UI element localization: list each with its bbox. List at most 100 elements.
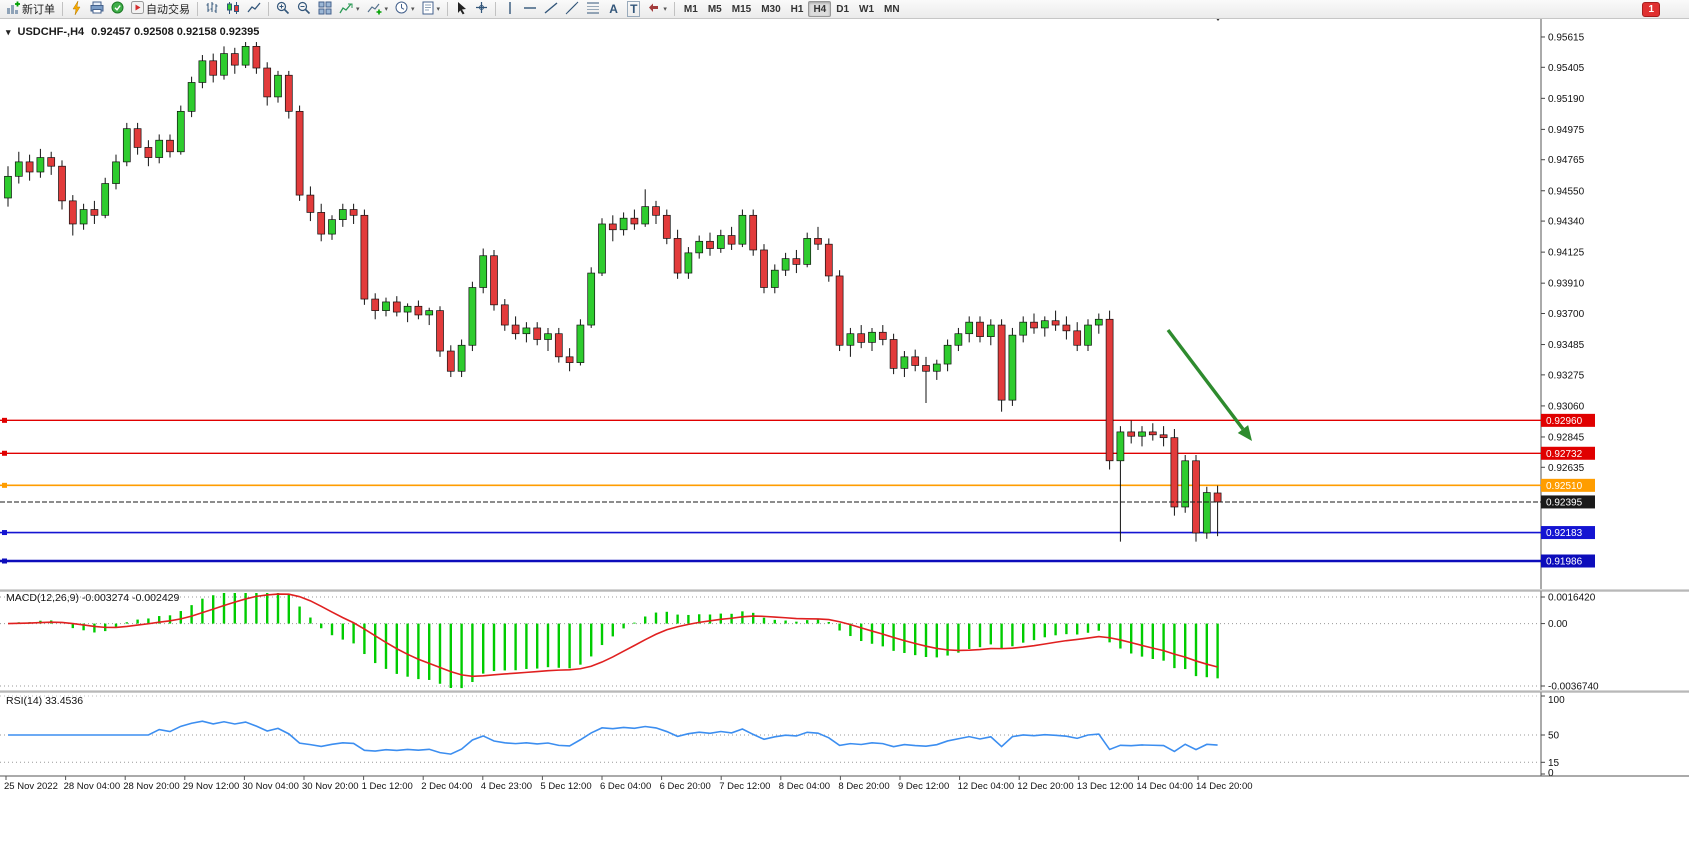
svg-text:0.94550: 0.94550 — [1548, 186, 1585, 197]
toolbar-separator — [447, 2, 449, 16]
rsi-label: RSI(14) 33.4536 — [6, 695, 84, 707]
cursor-icon — [456, 1, 468, 18]
timeframe-h4-button[interactable]: H4 — [808, 1, 832, 17]
svg-text:0.95615: 0.95615 — [1548, 32, 1585, 43]
svg-text:9 Dec 12:00: 9 Dec 12:00 — [898, 781, 949, 792]
trendline-button[interactable] — [541, 1, 561, 18]
zoom-in-button[interactable] — [273, 1, 293, 18]
svg-text:0.93275: 0.93275 — [1548, 370, 1585, 381]
timeframe-w1-button[interactable]: W1 — [854, 1, 879, 17]
svg-text:29 Nov 12:00: 29 Nov 12:00 — [183, 781, 240, 792]
timeframe-mn-button[interactable]: MN — [879, 1, 905, 17]
svg-text:12 Dec 04:00: 12 Dec 04:00 — [958, 781, 1015, 792]
timeframe-m30-button[interactable]: M30 — [756, 1, 785, 17]
templates-icon — [422, 1, 434, 18]
text-label-t-icon: T — [627, 1, 641, 17]
crosshair-button[interactable] — [472, 1, 491, 18]
svg-text:0.95405: 0.95405 — [1548, 63, 1585, 74]
svg-text:8 Dec 04:00: 8 Dec 04:00 — [779, 781, 830, 792]
svg-text:0.93485: 0.93485 — [1548, 340, 1585, 351]
svg-text:30 Nov 04:00: 30 Nov 04:00 — [242, 781, 299, 792]
macd-label: MACD(12,26,9) -0.003274 -0.002429 — [6, 592, 180, 604]
timeframe-m5-button[interactable]: M5 — [703, 1, 727, 17]
svg-text:4 Dec 23:00: 4 Dec 23:00 — [481, 781, 532, 792]
tile-windows-icon — [318, 1, 332, 18]
svg-text:0.92732: 0.92732 — [1546, 449, 1583, 460]
timeframe-m15-button[interactable]: M15 — [727, 1, 756, 17]
toolbar-separator — [673, 2, 675, 16]
print-button[interactable] — [87, 1, 107, 18]
svg-text:13 Dec 12:00: 13 Dec 12:00 — [1077, 781, 1134, 792]
candlestick-chart-button[interactable] — [223, 1, 243, 18]
svg-text:8 Dec 20:00: 8 Dec 20:00 — [838, 781, 889, 792]
svg-text:28 Nov 20:00: 28 Nov 20:00 — [123, 781, 180, 792]
horizontal-line-icon — [523, 3, 537, 16]
templates-button[interactable]: ▾ — [419, 1, 444, 18]
svg-text:0.94975: 0.94975 — [1548, 125, 1585, 136]
timeframe-m1-button[interactable]: M1 — [679, 1, 703, 17]
timeframe-d1-button[interactable]: D1 — [831, 1, 854, 17]
svg-text:50: 50 — [1548, 731, 1560, 742]
fibonacci-button[interactable] — [583, 1, 603, 18]
zoom-out-button[interactable] — [294, 1, 314, 18]
add-indicator-button[interactable]: ▾ — [364, 1, 392, 18]
svg-text:0.92510: 0.92510 — [1546, 481, 1583, 492]
timeframe-h1-button[interactable]: H1 — [786, 1, 809, 17]
horizontal-line-button[interactable] — [520, 1, 540, 18]
autotrading-label: 自动交易 — [146, 4, 190, 16]
one-click-trading-arrow-icon[interactable]: ▾ — [6, 26, 11, 37]
tile-windows-button[interactable] — [315, 1, 335, 18]
bar-chart-button[interactable] — [202, 1, 222, 18]
line-chart-icon — [247, 1, 261, 18]
toolbar-separator — [495, 2, 497, 16]
svg-text:0.93700: 0.93700 — [1548, 309, 1585, 320]
candlestick-chart-icon — [226, 1, 240, 18]
svg-text:0.00: 0.00 — [1548, 619, 1568, 630]
channel-button[interactable] — [562, 1, 582, 18]
refresh-icon — [111, 1, 124, 17]
svg-text:0.92845: 0.92845 — [1548, 432, 1585, 443]
notification-badge[interactable]: 1 — [1642, 1, 1660, 17]
svg-text:0.94125: 0.94125 — [1548, 248, 1585, 259]
periods-dropdown-icon: ▾ — [411, 5, 415, 13]
indicators-button[interactable]: ▾ — [336, 1, 363, 18]
templates-dropdown-icon: ▾ — [436, 5, 441, 13]
svg-text:28 Nov 04:00: 28 Nov 04:00 — [64, 781, 121, 792]
svg-text:12 Dec 20:00: 12 Dec 20:00 — [1017, 781, 1074, 792]
line-chart-button[interactable] — [244, 1, 264, 18]
refresh-button[interactable] — [108, 1, 127, 18]
zoom-out-icon — [297, 1, 311, 18]
svg-text:0.95190: 0.95190 — [1548, 94, 1585, 105]
text-button[interactable]: A — [604, 1, 623, 18]
svg-text:0.92635: 0.92635 — [1548, 463, 1585, 474]
text-a-icon: A — [609, 2, 618, 16]
arrows-button[interactable]: ▾ — [644, 1, 670, 18]
symbol-period-label: USDCHF-,H4 — [17, 26, 85, 38]
cursor-button[interactable] — [452, 1, 471, 18]
svg-text:-0.0036740: -0.0036740 — [1548, 682, 1599, 693]
svg-text:5 Dec 12:00: 5 Dec 12:00 — [540, 781, 591, 792]
svg-text:0.93060: 0.93060 — [1548, 401, 1585, 412]
crosshair-icon — [475, 1, 488, 17]
svg-text:6 Dec 04:00: 6 Dec 04:00 — [600, 781, 651, 792]
clock-icon — [395, 1, 408, 17]
text-label-button[interactable]: T — [624, 1, 643, 18]
periods-button[interactable]: ▾ — [392, 1, 418, 18]
svg-text:14 Dec 20:00: 14 Dec 20:00 — [1196, 781, 1253, 792]
vertical-line-button[interactable] — [500, 1, 519, 18]
new-order-label: 新订单 — [22, 4, 55, 16]
equidistant-channel-icon — [565, 1, 579, 18]
chart-title: ▾ USDCHF-,H4 0.92457 0.92508 0.92158 0.9… — [6, 26, 259, 38]
svg-text:0.92960: 0.92960 — [1546, 416, 1583, 427]
alerts-button[interactable] — [67, 0, 86, 18]
autotrading-button[interactable]: 自动交易 — [128, 1, 193, 18]
zoom-in-icon — [276, 1, 290, 18]
svg-text:25 Nov 2022: 25 Nov 2022 — [4, 781, 58, 792]
indicators-dropdown-icon: ▾ — [356, 5, 360, 13]
new-order-button[interactable]: 新订单 — [3, 1, 58, 18]
toolbar-separator — [62, 2, 63, 16]
svg-text:0: 0 — [1548, 768, 1554, 779]
svg-text:0.93910: 0.93910 — [1548, 279, 1585, 290]
